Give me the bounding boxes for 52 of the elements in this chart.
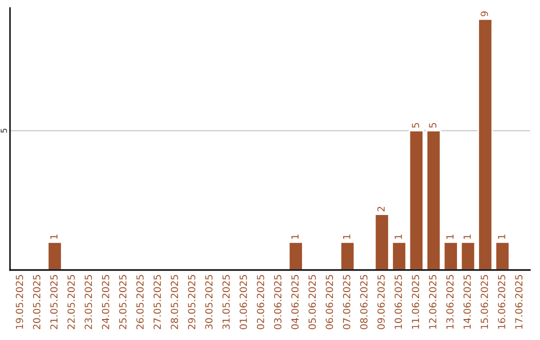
x-tick-label: 07.06.2025 — [342, 275, 350, 330]
data-label: 1 — [446, 234, 454, 239]
x-tick-label: 17.06.2025 — [515, 275, 522, 329]
x-tick-label: 19.05.2025 — [16, 275, 24, 329]
x-tick-label: 26.05.2025 — [136, 275, 144, 330]
data-label: 1 — [498, 234, 506, 239]
data-label: 2 — [377, 206, 385, 212]
x-tick-label: 13.06.2025 — [446, 275, 454, 329]
bar — [374, 214, 390, 270]
x-tick-label: 02.06.2025 — [256, 275, 264, 330]
bar — [408, 130, 424, 270]
x-tick-label: 30.05.2025 — [205, 275, 213, 330]
data-label: 5 — [429, 123, 436, 128]
bar — [443, 241, 458, 270]
bar — [426, 130, 442, 270]
data-label: 1 — [394, 234, 402, 239]
x-tick-label: 29.05.2025 — [188, 275, 196, 330]
data-label: 1 — [291, 234, 299, 239]
x-tick-label: 25.05.2025 — [119, 275, 126, 330]
x-tick-label: 20.05.2025 — [33, 275, 40, 330]
data-label: 1 — [50, 234, 58, 239]
x-tick-label: 08.06.2025 — [360, 275, 368, 330]
x-tick-label: 14.06.2025 — [463, 275, 471, 329]
data-label: 5 — [412, 123, 420, 128]
bar — [478, 18, 493, 270]
x-tick-label: 04.06.2025 — [291, 275, 299, 330]
x-tick-label: 27.05.2025 — [154, 275, 161, 330]
x-tick-label: 23.05.2025 — [84, 275, 92, 330]
x-tick-label: 05.06.2025 — [308, 275, 316, 330]
x-tick-label: 21.05.2025 — [50, 275, 58, 330]
x-tick-label: 24.05.2025 — [102, 275, 110, 330]
bar — [494, 241, 510, 270]
bar — [47, 241, 62, 270]
x-tick-label: 31.05.2025 — [222, 275, 230, 330]
data-label: 1 — [464, 234, 471, 239]
x-tick-label: 22.05.2025 — [67, 275, 75, 330]
x-tick-label: 15.06.2025 — [480, 275, 488, 329]
bar — [340, 241, 356, 270]
bar — [392, 241, 407, 270]
data-label: 9 — [480, 11, 488, 16]
x-tick-label: 03.06.2025 — [274, 275, 282, 330]
x-tick-label: 12.06.2025 — [429, 275, 436, 329]
x-tick-label: 09.06.2025 — [377, 275, 385, 330]
bar — [288, 241, 304, 270]
x-tick-label: 11.06.2025 — [412, 275, 420, 329]
x-tick-label: 16.06.2025 — [498, 275, 506, 329]
x-tick-label: 01.06.2025 — [240, 275, 247, 330]
bar — [460, 241, 476, 270]
x-tick-label: 06.06.2025 — [326, 275, 334, 330]
x-tick-label: 10.06.2025 — [394, 275, 402, 329]
x-tick-label: 28.05.2025 — [170, 275, 178, 330]
data-label: 1 — [343, 234, 350, 239]
